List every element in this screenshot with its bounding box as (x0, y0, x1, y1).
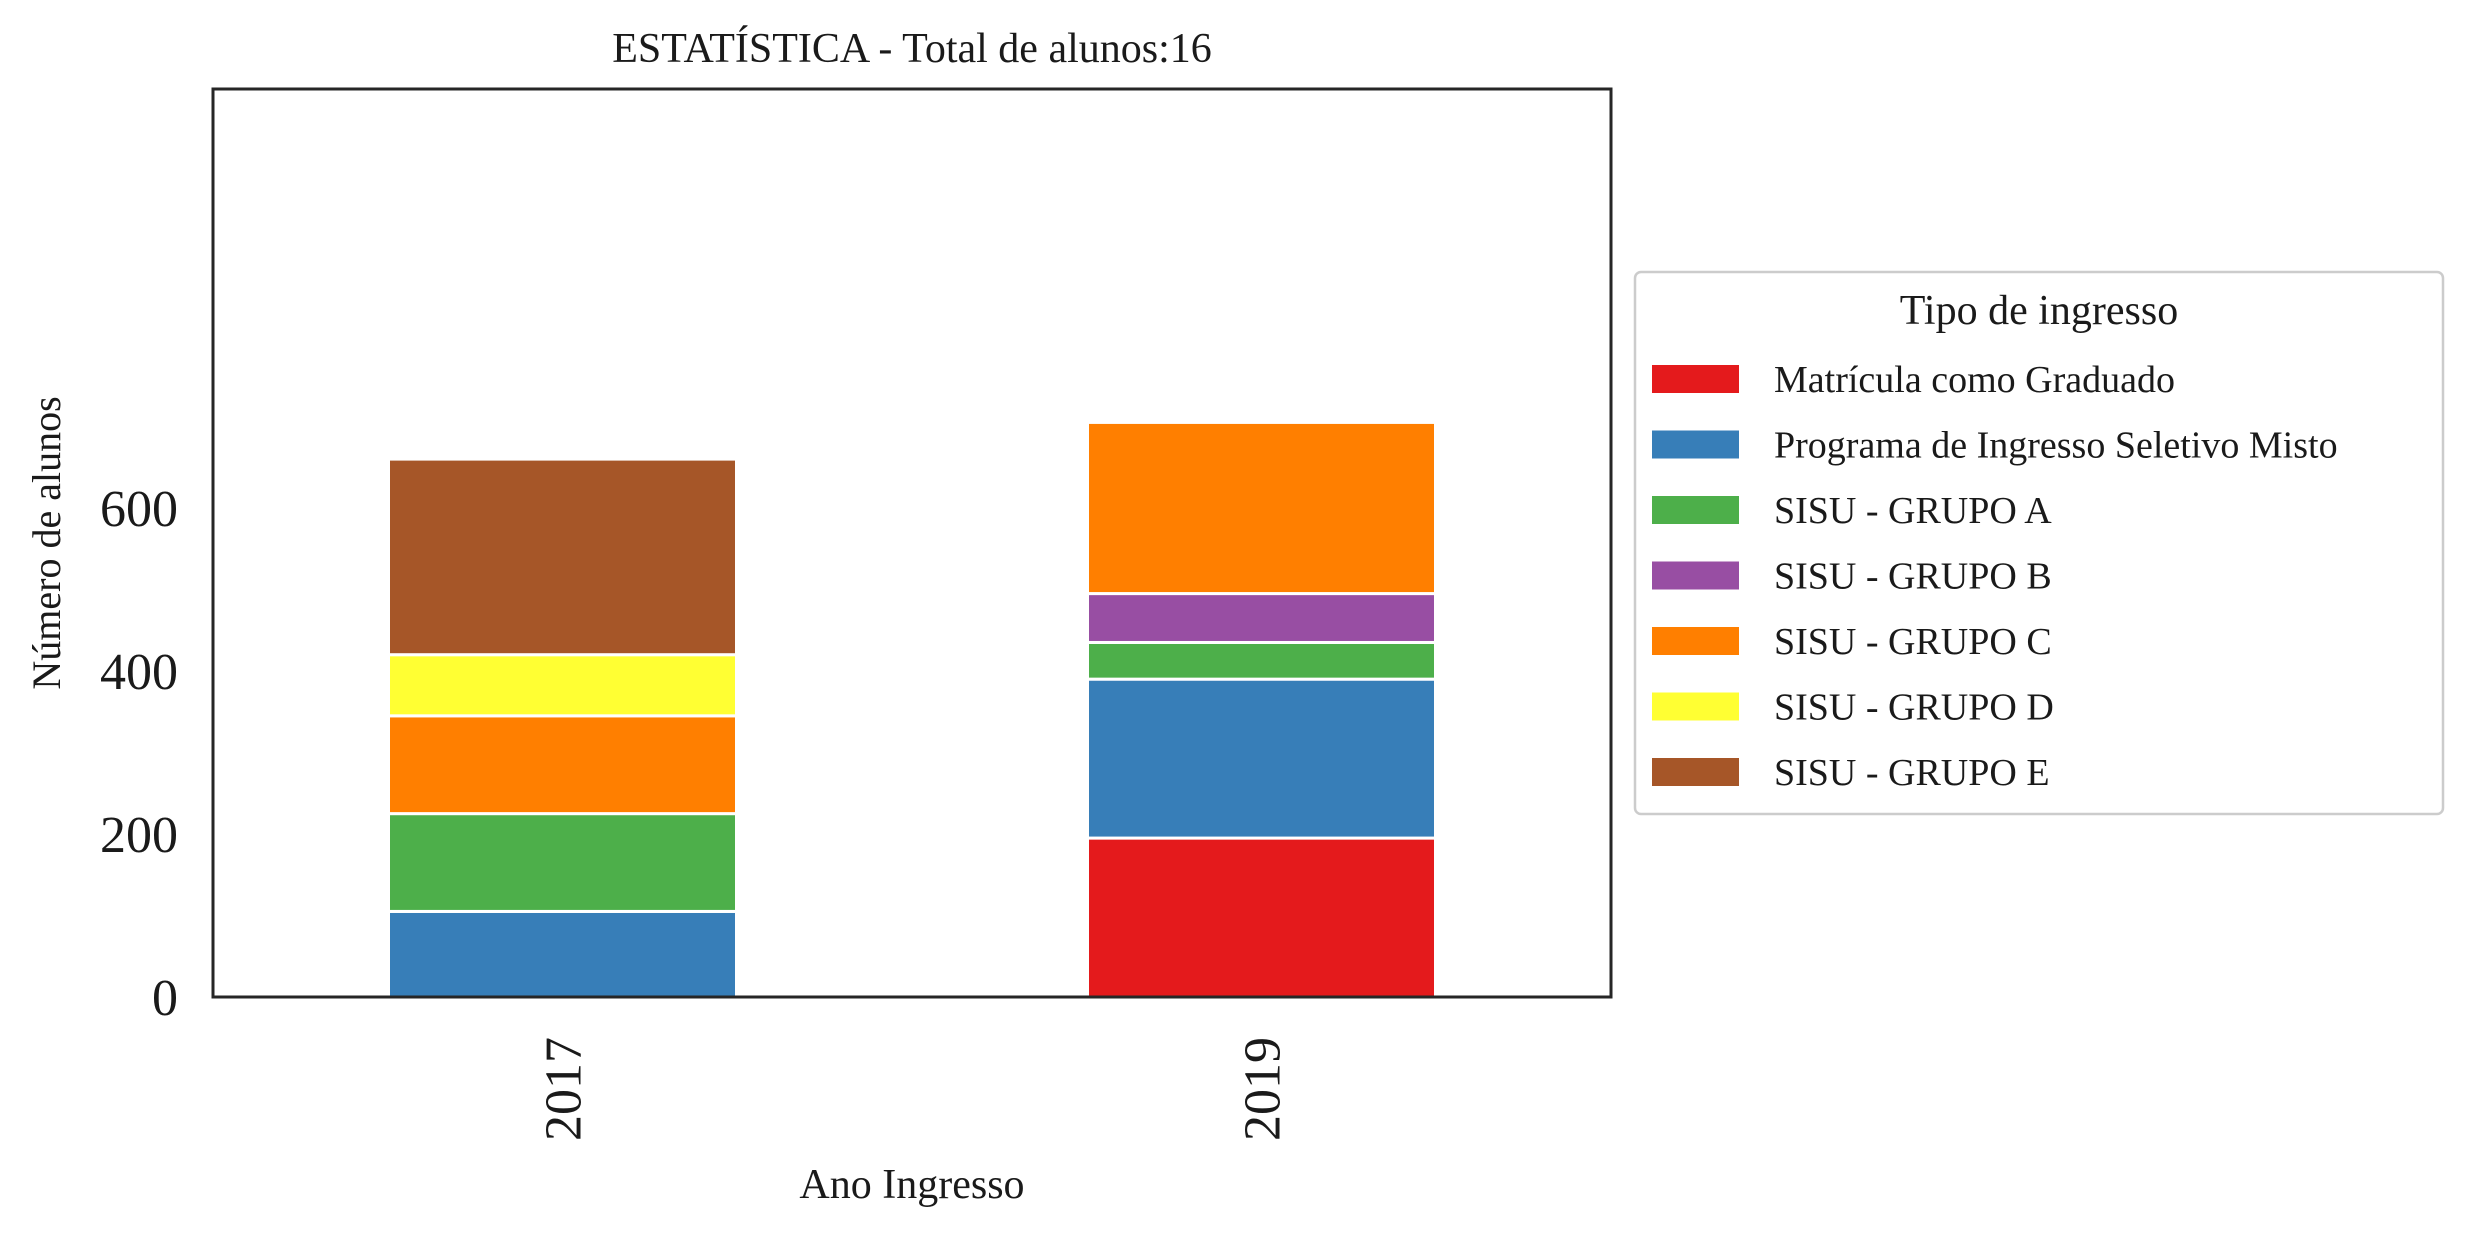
legend-swatch (1652, 365, 1739, 393)
bar-2019-sisu-grupo-a (1086, 640, 1437, 681)
x-tick-label: 2019 (1235, 1037, 1292, 1141)
bar-2019-sisu-grupo-c (1086, 420, 1437, 596)
bar-2019-programa-de-ingresso-seletivo-misto (1086, 677, 1437, 840)
x-axis-ticks: 2017 2019 (536, 1037, 1292, 1141)
bar-2017-sisu-grupo-c (387, 714, 738, 816)
bar-2017-programa-de-ingresso-seletivo-misto (387, 909, 738, 999)
legend-swatch (1652, 692, 1739, 721)
legend-label: SISU - GRUPO C (1774, 621, 2052, 663)
bar-2017-sisu-grupo-e (387, 457, 738, 657)
y-axis-ticks: 0 200 400 600 (100, 481, 178, 1027)
legend-swatch (1652, 627, 1739, 655)
bar-2019-sisu-grupo-b (1086, 592, 1437, 644)
legend-swatch (1652, 496, 1739, 524)
legend-frame (1633, 270, 2445, 816)
legend-items: Matrícula como Graduado Programa de Ingre… (1652, 359, 2338, 794)
legend-label: SISU - GRUPO A (1774, 490, 2052, 532)
y-tick-label: 600 (100, 481, 178, 538)
bar-2017-sisu-grupo-d (387, 653, 738, 718)
legend-label: SISU - GRUPO E (1774, 752, 2050, 794)
legend-label: Programa de Ingresso Seletivo Misto (1774, 425, 2338, 467)
x-tick-label: 2017 (536, 1037, 593, 1141)
legend-label: SISU - GRUPO D (1774, 687, 2054, 729)
y-tick-label: 0 (152, 970, 178, 1027)
plot-frame (211, 87, 1613, 999)
legend-label: SISU - GRUPO B (1774, 556, 2052, 598)
legend-swatch (1652, 758, 1739, 786)
y-axis-label: Número de alunos (24, 396, 69, 689)
legend-swatch (1652, 430, 1739, 459)
legend: Tipo de ingresso Matrícula como Graduado… (1633, 270, 2445, 816)
y-tick-label: 200 (100, 807, 178, 864)
bar-segments (387, 420, 1437, 999)
y-tick-label: 400 (100, 644, 178, 701)
legend-swatch (1652, 561, 1739, 590)
x-axis-label: Ano Ingresso (799, 1162, 1024, 1208)
bar-2017-sisu-grupo-a (387, 812, 738, 913)
chart-title: ESTATÍSTICA - Total de alunos:16 (612, 25, 1212, 72)
bar-2019-matricula-como-graduado (1086, 836, 1437, 999)
legend-label: Matrícula como Graduado (1774, 359, 2175, 401)
legend-title: Tipo de ingresso (1900, 288, 2178, 334)
